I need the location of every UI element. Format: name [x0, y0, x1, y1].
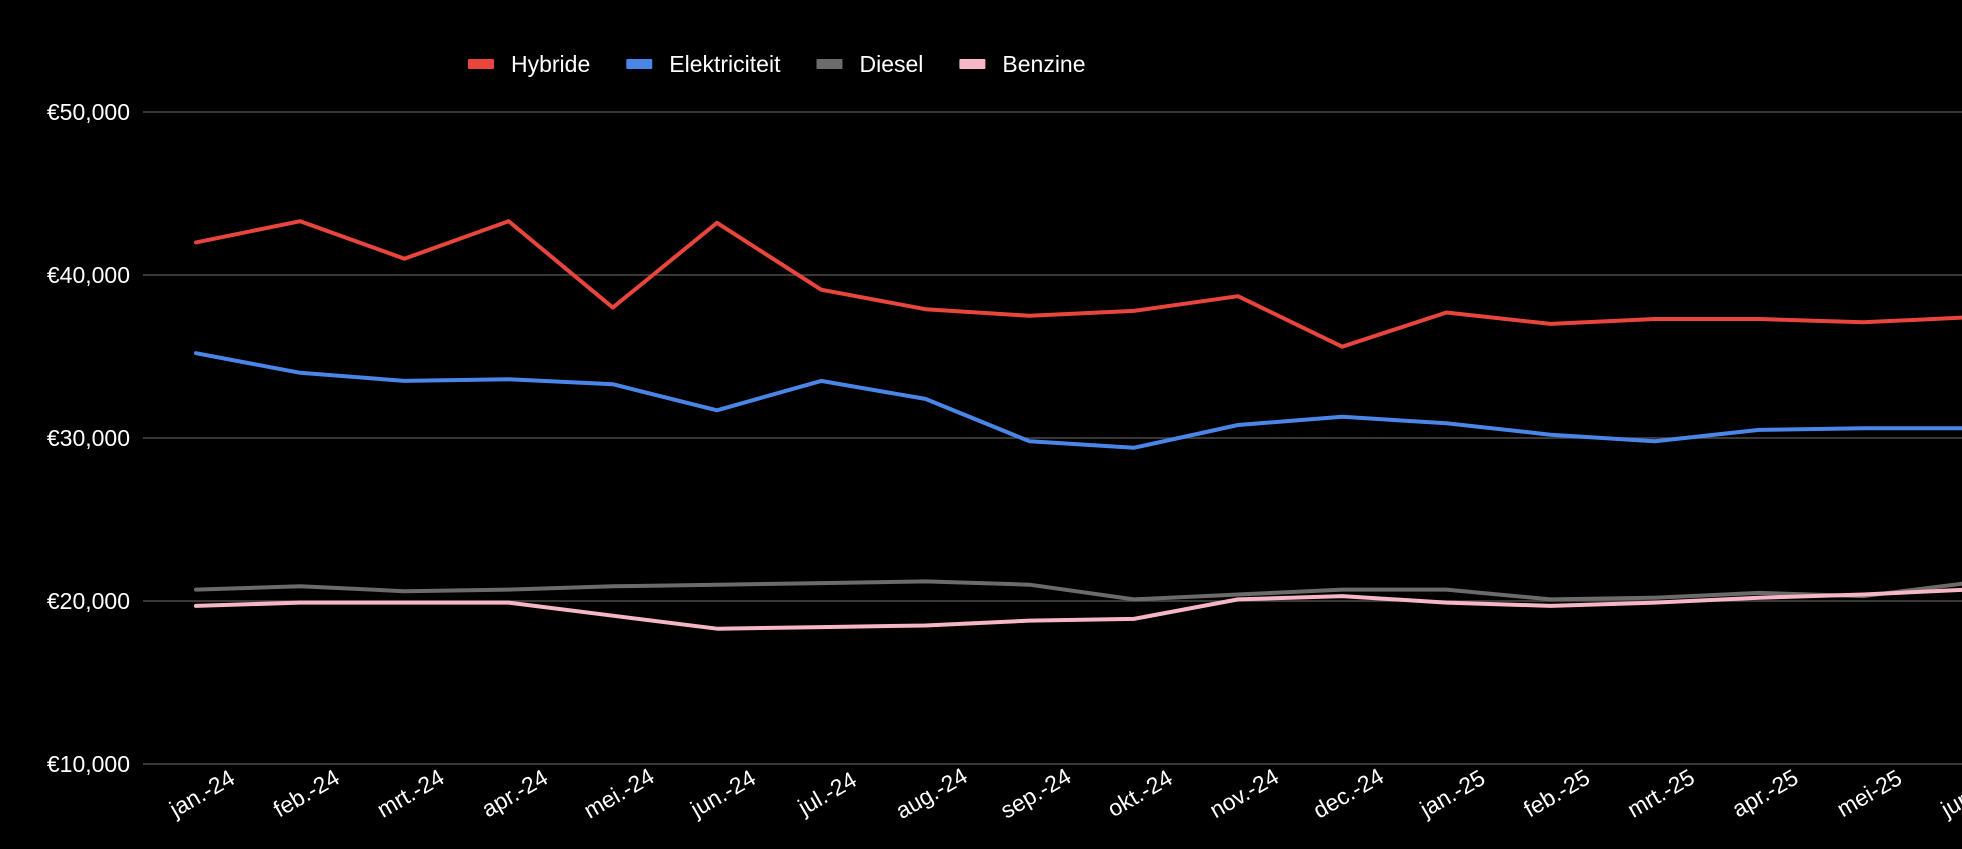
- x-tick-label: jul.-24: [793, 766, 861, 820]
- x-tick-label: mrt.-25: [1623, 764, 1699, 823]
- x-tick-label: apr.-25: [1727, 764, 1802, 822]
- series-line-hybride: [194, 219, 1962, 349]
- legend-label-hybride: Hybride: [511, 51, 590, 77]
- y-tick-label: €50,000: [47, 99, 130, 125]
- x-tick-label: jun.-25: [1936, 764, 1962, 822]
- x-tick-label: sep.-24: [996, 763, 1076, 824]
- x-tick-label: apr.-24: [477, 764, 552, 822]
- legend-swatch-hybride: [468, 59, 494, 69]
- legend-label-elektriciteit: Elektriciteit: [669, 51, 781, 77]
- y-tick-label: €40,000: [47, 262, 130, 288]
- y-tick-label: €30,000: [47, 425, 130, 451]
- legend-label-diesel: Diesel: [859, 51, 923, 77]
- x-tick-label: dec.-24: [1308, 763, 1388, 824]
- y-tick-label: €10,000: [47, 751, 130, 777]
- legend: Hybride Elektriciteit Diesel Benzine: [468, 51, 1086, 77]
- series-lines: [194, 219, 1962, 631]
- legend-label-benzine: Benzine: [1002, 51, 1085, 77]
- series-line-diesel: [194, 579, 1962, 602]
- x-axis-tick-labels: jan.-24 feb.-24 mrt.-24 apr.-24 mei.-24 jun.-…: [164, 762, 1962, 824]
- y-tick-label: €20,000: [47, 588, 130, 614]
- x-tick-label: mrt.-24: [372, 763, 448, 822]
- x-tick-label: aug.-24: [891, 762, 972, 824]
- x-tick-label: mei-25: [1832, 764, 1906, 822]
- x-tick-label: jun.-24: [685, 764, 760, 822]
- legend-swatch-benzine: [959, 59, 986, 69]
- x-tick-label: feb.-25: [1519, 764, 1594, 822]
- series-line-benzine: [194, 587, 1962, 631]
- legend-swatch-diesel: [816, 59, 843, 69]
- y-axis-tick-labels: €10,000 €20,000 €30,000 €40,000 €50,000: [47, 99, 130, 777]
- x-tick-label: okt.-24: [1103, 764, 1177, 822]
- legend-swatch-elektriciteit: [626, 59, 653, 69]
- series-line-elektriciteit: [194, 351, 1962, 450]
- x-tick-label: feb.-24: [269, 764, 344, 822]
- x-tick-label: jan.-25: [1415, 764, 1490, 822]
- x-tick-label: mei.-24: [579, 763, 659, 824]
- x-tick-label: nov.-24: [1205, 763, 1283, 823]
- x-tick-label: jan.-24: [164, 764, 239, 822]
